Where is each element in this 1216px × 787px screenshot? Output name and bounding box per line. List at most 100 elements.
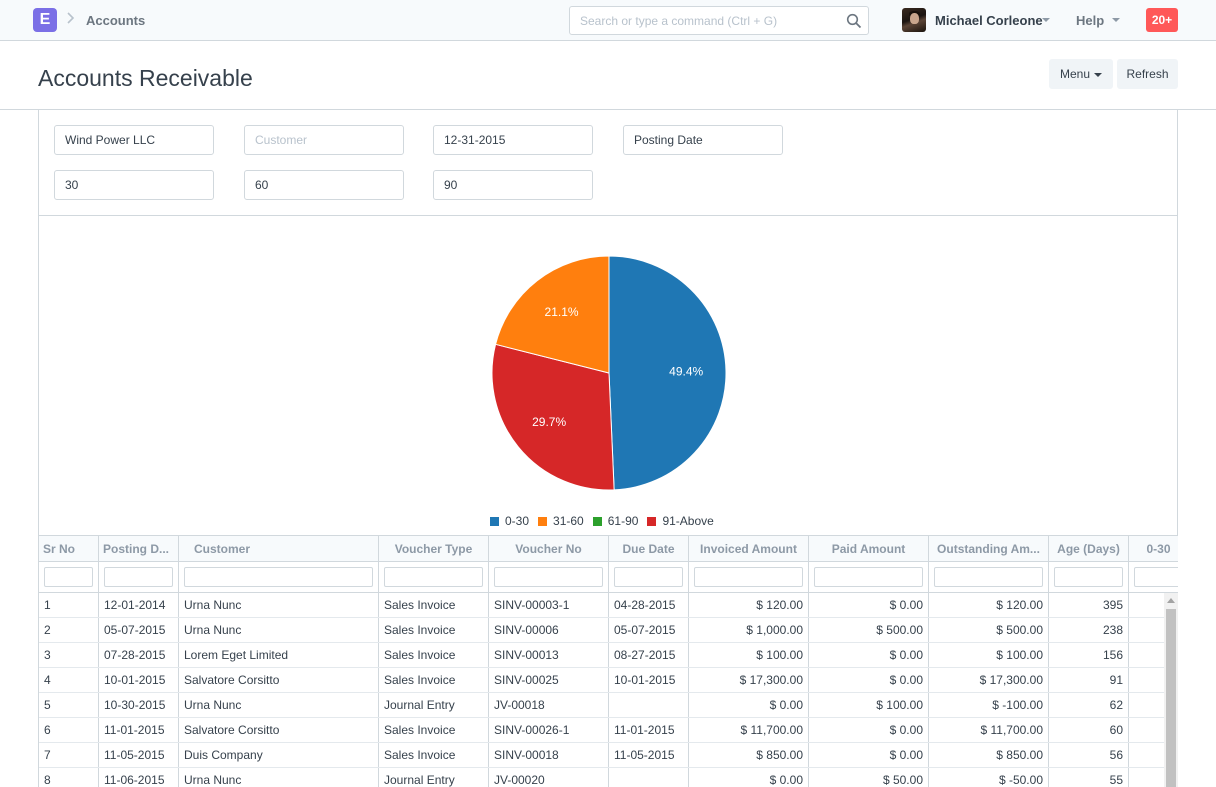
legend-label: 91-Above	[662, 514, 714, 528]
table-row[interactable]: 3 07-28-2015 Lorem Eget Limited Sales Invoi…	[39, 643, 1178, 668]
column-filter-input[interactable]	[814, 567, 923, 587]
table-cell: $ 0.00	[809, 593, 929, 617]
range1-filter[interactable]: 30	[54, 170, 214, 200]
table-cell: $ 500.00	[929, 618, 1049, 642]
table-row[interactable]: 6 11-01-2015 Salvatore Corsitto Sales Invoi…	[39, 718, 1178, 743]
range2-filter[interactable]: 60	[244, 170, 404, 200]
pie-slice-91-above[interactable]	[491, 343, 615, 491]
user-menu[interactable]: Michael Corleone	[935, 13, 1043, 28]
table-cell: $ 0.00	[809, 743, 929, 767]
column-header[interactable]: 0-30	[1129, 536, 1178, 561]
pie-slice-0-30[interactable]	[608, 255, 727, 491]
pie-slice-31-60[interactable]	[494, 255, 610, 374]
caret-down-icon[interactable]	[1042, 18, 1050, 22]
column-header[interactable]: Paid Amount	[809, 536, 929, 561]
menu-button[interactable]: Menu	[1049, 59, 1113, 89]
column-filter-cell	[689, 562, 809, 592]
column-filter-input[interactable]	[934, 567, 1043, 587]
table-cell: $ 50.00	[809, 768, 929, 787]
column-filter-input[interactable]	[184, 567, 373, 587]
column-filter-cell	[1049, 562, 1129, 592]
column-filter-cell	[609, 562, 689, 592]
table-cell: JV-00018	[489, 693, 609, 717]
legend-swatch	[538, 517, 548, 526]
report-grid: Sr No Posting D... Customer Voucher Type Vou…	[39, 535, 1178, 787]
vertical-scrollbar[interactable]	[1164, 593, 1178, 787]
column-filter-input[interactable]	[384, 567, 483, 587]
table-cell: $ 100.00	[809, 693, 929, 717]
column-filter-input[interactable]	[104, 567, 173, 587]
table-cell: 10-30-2015	[99, 693, 179, 717]
table-cell	[609, 768, 689, 787]
ageing-based-on-filter[interactable]: Posting Date	[623, 125, 783, 155]
table-cell: Sales Invoice	[379, 743, 489, 767]
table-cell: Salvatore Corsitto	[179, 718, 379, 742]
column-header[interactable]: Sr No	[39, 536, 99, 561]
range3-filter[interactable]: 90	[433, 170, 593, 200]
table-cell: Journal Entry	[379, 768, 489, 787]
table-row[interactable]: 8 11-06-2015 Urna Nunc Journal Entry JV-0002…	[39, 768, 1178, 787]
column-header[interactable]: Voucher No	[489, 536, 609, 561]
column-header[interactable]: Age (Days)	[1049, 536, 1129, 561]
column-filter-input[interactable]	[1054, 567, 1123, 587]
avatar[interactable]	[902, 8, 926, 32]
scroll-up-icon[interactable]	[1167, 598, 1175, 603]
table-row[interactable]: 7 11-05-2015 Duis Company Sales Invoice SINV…	[39, 743, 1178, 768]
scrollbar-thumb[interactable]	[1166, 609, 1176, 787]
table-cell: Urna Nunc	[179, 768, 379, 787]
search-input[interactable]	[570, 7, 840, 34]
table-cell: 395	[1049, 593, 1129, 617]
caret-down-icon[interactable]	[1112, 18, 1120, 22]
column-header[interactable]: Outstanding Am...	[929, 536, 1049, 561]
table-cell: $ 0.00	[809, 643, 929, 667]
column-header[interactable]: Invoiced Amount	[689, 536, 809, 561]
table-cell: Urna Nunc	[179, 593, 379, 617]
column-header[interactable]: Posting D...	[99, 536, 179, 561]
column-header[interactable]: Customer	[179, 536, 379, 561]
table-cell: $ 0.00	[809, 718, 929, 742]
column-filter-input[interactable]	[44, 567, 93, 587]
column-filter-input[interactable]	[694, 567, 803, 587]
table-cell: Urna Nunc	[179, 693, 379, 717]
legend-item[interactable]: 31-60	[538, 514, 584, 528]
column-filter-input[interactable]	[614, 567, 683, 587]
table-cell: $ 11,700.00	[929, 718, 1049, 742]
grid-filter-row	[39, 562, 1178, 593]
notifications-badge[interactable]: 20+	[1146, 8, 1178, 32]
legend-item[interactable]: 61-90	[592, 514, 638, 528]
table-row[interactable]: 1 12-01-2014 Urna Nunc Sales Invoice SINV-00…	[39, 593, 1178, 618]
column-filter-cell	[929, 562, 1049, 592]
column-filter-input[interactable]	[494, 567, 603, 587]
table-cell: $ 100.00	[929, 643, 1049, 667]
customer-filter[interactable]: Customer	[244, 125, 404, 155]
column-filter-cell	[489, 562, 609, 592]
grid-header-row: Sr No Posting D... Customer Voucher Type Vou…	[39, 536, 1178, 562]
column-header[interactable]: Voucher Type	[379, 536, 489, 561]
menu-button-label: Menu	[1059, 67, 1091, 81]
table-cell: 1	[39, 593, 99, 617]
awesome-bar[interactable]	[569, 6, 869, 35]
column-header[interactable]: Due Date	[609, 536, 689, 561]
navbar: E Accounts Michael Corleone Help 20+	[0, 0, 1216, 41]
help-menu[interactable]: Help	[1076, 13, 1105, 28]
table-cell: Sales Invoice	[379, 643, 489, 667]
company-filter[interactable]: Wind Power LLC	[54, 125, 214, 155]
refresh-button[interactable]: Refresh	[1117, 59, 1178, 89]
column-filter-input[interactable]	[1134, 567, 1178, 587]
table-cell	[609, 693, 689, 717]
table-cell: 55	[1049, 768, 1129, 787]
breadcrumb-accounts[interactable]: Accounts	[86, 13, 146, 28]
legend-item[interactable]: 91-Above	[647, 514, 714, 528]
table-row[interactable]: 4 10-01-2015 Salvatore Corsitto Sales Invoi…	[39, 668, 1178, 693]
table-cell: Sales Invoice	[379, 718, 489, 742]
table-cell: 3	[39, 643, 99, 667]
legend-item[interactable]: 0-30	[490, 514, 529, 528]
table-row[interactable]: 5 10-30-2015 Urna Nunc Journal Entry JV-0001…	[39, 693, 1178, 718]
table-row[interactable]: 2 05-07-2015 Urna Nunc Sales Invoice SINV-00…	[39, 618, 1178, 643]
caret-down-icon	[1094, 72, 1103, 77]
table-cell: 11-05-2015	[99, 743, 179, 767]
table-cell: $ 0.00	[689, 768, 809, 787]
report-date-filter[interactable]: 12-31-2015	[433, 125, 593, 155]
search-icon[interactable]	[846, 13, 862, 29]
app-logo[interactable]: E	[33, 8, 57, 32]
